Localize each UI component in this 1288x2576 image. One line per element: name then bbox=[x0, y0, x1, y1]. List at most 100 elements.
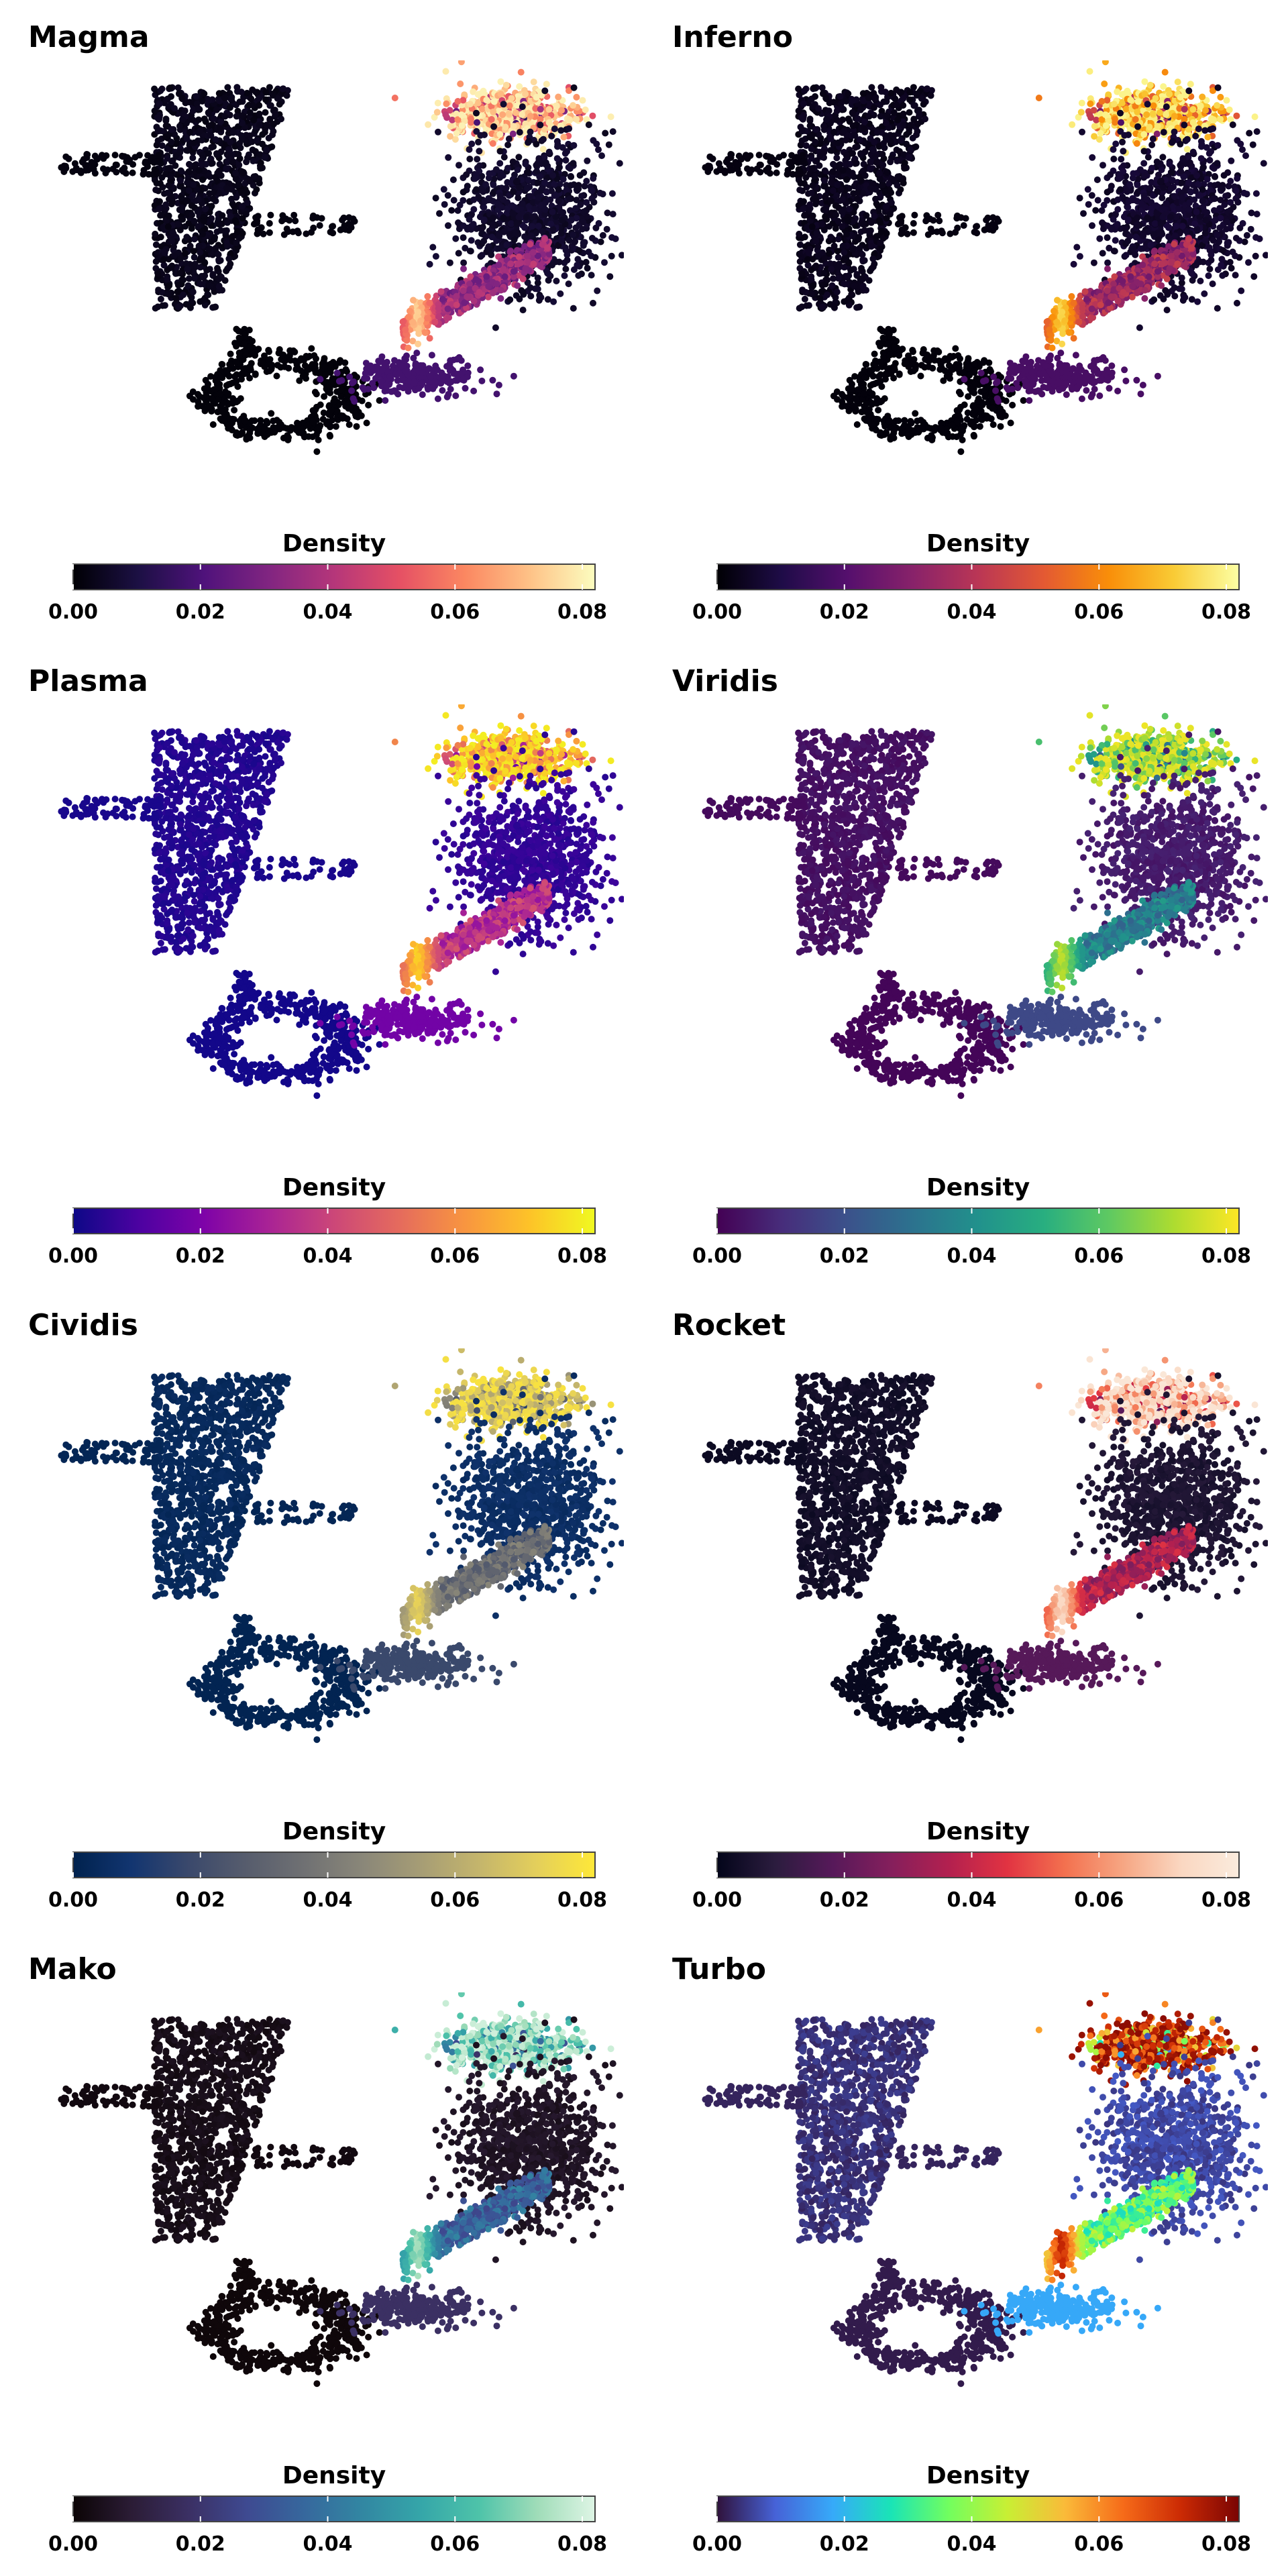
scatter-point bbox=[269, 92, 276, 99]
scatter-point bbox=[474, 99, 482, 107]
scatter-point bbox=[820, 226, 828, 233]
scatter-point bbox=[259, 131, 266, 138]
scatter-point bbox=[228, 95, 235, 102]
scatter-point bbox=[213, 150, 220, 157]
scatter-point bbox=[177, 254, 184, 262]
scatter-point bbox=[523, 184, 531, 192]
scatter-point bbox=[590, 137, 597, 144]
scatter-point bbox=[521, 223, 529, 231]
scatter-point bbox=[131, 154, 139, 161]
panel-title: Inferno bbox=[672, 20, 793, 54]
scatter-point bbox=[504, 178, 511, 186]
scatter-point bbox=[584, 157, 591, 164]
scatter-point bbox=[190, 181, 197, 189]
scatter-point bbox=[164, 165, 172, 172]
scatter-point bbox=[796, 241, 804, 248]
scatter-point bbox=[410, 380, 417, 387]
scatter-point bbox=[517, 68, 525, 76]
scatter-point bbox=[224, 186, 231, 193]
panel-magma: Magma Density 0.00 0.02 0.04 0.06 0.08 bbox=[0, 0, 644, 644]
scatter-point bbox=[504, 164, 511, 172]
scatter-point bbox=[177, 182, 184, 190]
scatter-point bbox=[208, 203, 215, 210]
scatter-point bbox=[588, 252, 595, 260]
scatter-point bbox=[263, 121, 270, 129]
scatter-point bbox=[558, 107, 566, 114]
scatter-point bbox=[177, 177, 184, 184]
scatter-point bbox=[506, 296, 514, 303]
scatter-point bbox=[337, 386, 345, 394]
scatter-point bbox=[533, 93, 540, 101]
scatter-point bbox=[547, 196, 554, 203]
scatter-point bbox=[497, 294, 504, 302]
scatter-point bbox=[383, 382, 390, 389]
scatter-point bbox=[153, 180, 160, 187]
scatter-point bbox=[571, 239, 578, 246]
scatter-point bbox=[473, 109, 480, 117]
scatter-point bbox=[176, 123, 183, 129]
scatter-point bbox=[466, 156, 474, 162]
scatter-point bbox=[268, 366, 275, 373]
scatter-point bbox=[209, 195, 217, 203]
scatter-point bbox=[590, 299, 596, 307]
scatter-point bbox=[223, 219, 231, 226]
scatter-point bbox=[522, 265, 529, 272]
scatter-point bbox=[152, 258, 160, 265]
scatter-point bbox=[481, 131, 488, 138]
scatter-point bbox=[547, 220, 555, 227]
scatter-point bbox=[476, 288, 483, 296]
scatter-point bbox=[215, 190, 223, 197]
scatter-point bbox=[205, 97, 213, 104]
scatter-point bbox=[224, 158, 231, 166]
scatter-point bbox=[237, 89, 245, 96]
scatter-point bbox=[579, 97, 586, 104]
scatter-point bbox=[809, 212, 816, 219]
scatter-point bbox=[65, 155, 72, 162]
scatter-point bbox=[262, 96, 270, 103]
scatter-point bbox=[199, 230, 206, 237]
scatter-point bbox=[250, 173, 258, 180]
scatter-point bbox=[533, 168, 541, 175]
scatter-point bbox=[313, 425, 321, 433]
scatter-point bbox=[174, 303, 182, 311]
scatter-point bbox=[152, 186, 160, 194]
scatter-point bbox=[555, 258, 563, 266]
scatter-point bbox=[190, 264, 197, 271]
scatter-point bbox=[512, 109, 519, 116]
scatter-point bbox=[440, 186, 447, 193]
scatter-point bbox=[280, 85, 287, 93]
scatter-point bbox=[893, 101, 900, 109]
scatter-point bbox=[215, 90, 223, 97]
scatter-point bbox=[189, 107, 197, 115]
scatter-point bbox=[186, 99, 193, 106]
colorbar-title: Density bbox=[72, 530, 596, 557]
scatter-point bbox=[402, 368, 410, 375]
scatter-point bbox=[166, 282, 173, 289]
scatter-point bbox=[409, 337, 417, 345]
scatter-point bbox=[468, 237, 475, 244]
scatter-point bbox=[100, 165, 107, 172]
scatter-point bbox=[287, 357, 294, 364]
scatter-point bbox=[216, 97, 223, 105]
scatter-point bbox=[158, 211, 165, 219]
scatter-point bbox=[250, 158, 257, 164]
scatter-point bbox=[477, 366, 484, 374]
scatter-point bbox=[419, 391, 426, 398]
scatter-point bbox=[184, 266, 191, 273]
scatter-point bbox=[212, 136, 219, 143]
scatter-point bbox=[203, 392, 210, 400]
scatter-point bbox=[164, 276, 171, 284]
scatter-point bbox=[474, 119, 480, 126]
scatter-point bbox=[541, 179, 548, 186]
scatter-point bbox=[460, 189, 467, 196]
scatter-point bbox=[259, 140, 266, 148]
scatter-point bbox=[604, 209, 611, 217]
scatter-point bbox=[185, 168, 193, 175]
scatter-point bbox=[507, 220, 515, 227]
scatter-point bbox=[267, 211, 274, 219]
scatter-point bbox=[505, 136, 513, 142]
scatter-point bbox=[235, 150, 242, 158]
scatter-point bbox=[555, 203, 563, 211]
scatter-point bbox=[566, 125, 573, 132]
scatter-point bbox=[195, 223, 202, 230]
